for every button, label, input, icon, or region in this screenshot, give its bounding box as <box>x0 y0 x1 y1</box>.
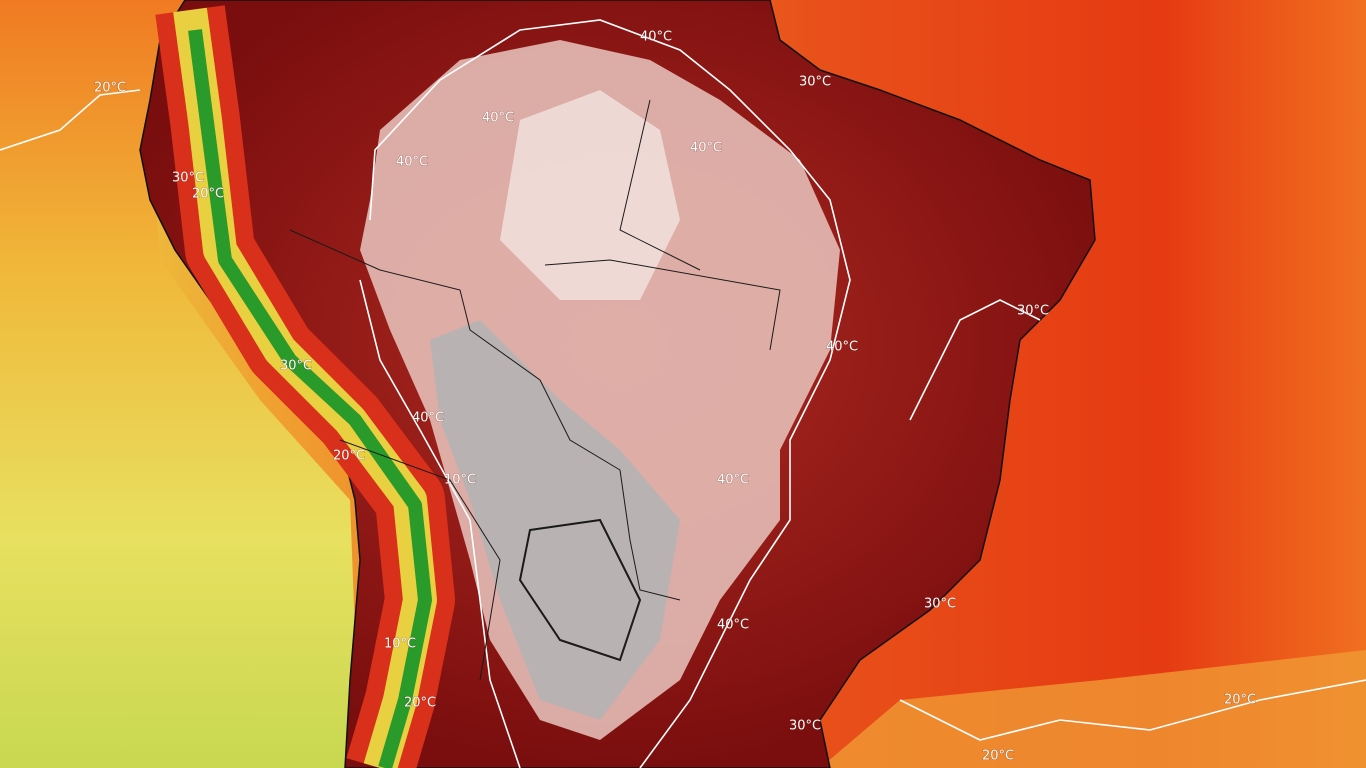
isotherm <box>0 89 141 151</box>
contour-label: 30°C <box>1017 304 1049 319</box>
contour-labels: 40°C30°C20°C40°C40°C40°C30°C20°C30°C40°C… <box>93 29 1256 764</box>
contour-label: 20°C <box>94 81 126 96</box>
isotherm <box>359 279 521 768</box>
contour-label: 40°C <box>826 340 858 355</box>
andes-cool-band <box>188 29 432 768</box>
contour-label: 40°C <box>640 30 672 45</box>
border <box>619 99 701 271</box>
isotherms <box>0 19 1366 768</box>
borders <box>289 99 781 681</box>
contour-label: 40°C <box>396 155 428 170</box>
isotherm <box>909 299 1041 421</box>
isotherm <box>899 679 1366 741</box>
contour-label: 40°C <box>717 618 749 633</box>
contour-label: 20°C <box>333 449 365 464</box>
contour-label: 20°C <box>404 696 436 711</box>
contour-label: 10°C <box>444 473 476 488</box>
border <box>544 259 781 351</box>
hot-core <box>360 40 840 740</box>
contour-label: 20°C <box>192 187 224 202</box>
border <box>518 518 642 662</box>
south-atlantic <box>820 650 1366 768</box>
contour-label: 40°C <box>482 111 514 126</box>
contour-label: 20°C <box>982 749 1014 764</box>
border <box>289 229 681 601</box>
contour-label: 30°C <box>280 359 312 374</box>
contour-label: 30°C <box>799 75 831 90</box>
contour-label: 30°C <box>172 171 204 186</box>
contour-label: 40°C <box>717 473 749 488</box>
contour-label: 20°C <box>1224 693 1256 708</box>
contour-label: 30°C <box>924 597 956 612</box>
contour-label: 30°C <box>789 719 821 734</box>
hottest-core <box>500 90 680 300</box>
extreme-core <box>430 320 680 720</box>
pacific-ocean <box>0 0 360 768</box>
contour-label: 10°C <box>384 637 416 652</box>
contour-label: 40°C <box>690 141 722 156</box>
isotherm <box>369 19 851 768</box>
contour-label: 40°C <box>412 411 444 426</box>
border <box>339 439 501 681</box>
